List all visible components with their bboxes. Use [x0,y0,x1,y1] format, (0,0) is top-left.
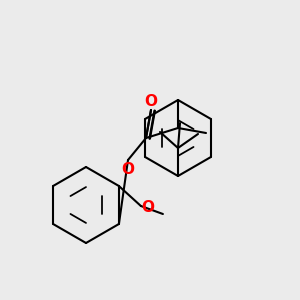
Text: O: O [141,200,154,215]
Text: O: O [122,161,134,176]
Text: O: O [145,94,158,110]
